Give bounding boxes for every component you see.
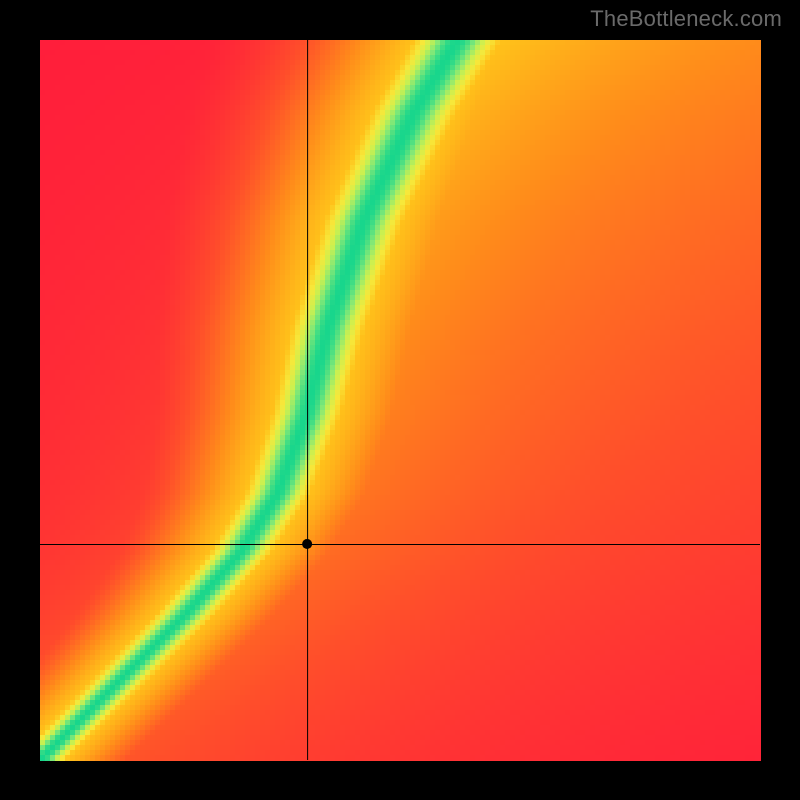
- watermark-text: TheBottleneck.com: [590, 6, 782, 32]
- bottleneck-heatmap-canvas: [0, 0, 800, 800]
- chart-container: TheBottleneck.com: [0, 0, 800, 800]
